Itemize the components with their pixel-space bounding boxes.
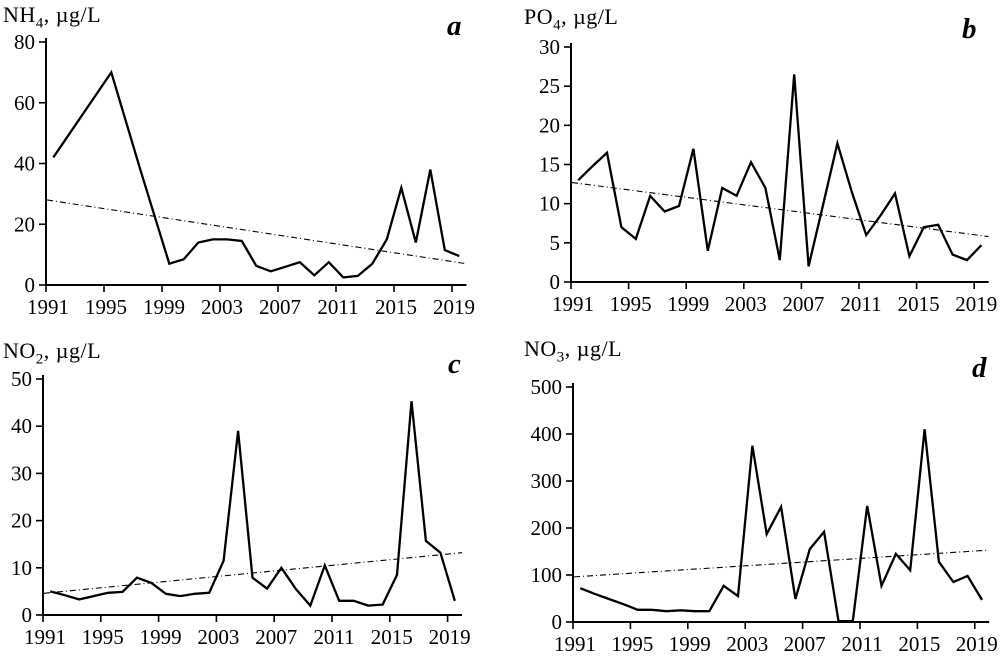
- panel-d-subscript: 3: [556, 349, 565, 366]
- y-tick-label: 0: [550, 270, 561, 294]
- x-tick-label: 2007: [784, 632, 826, 656]
- x-tick-label: 2011: [840, 292, 881, 316]
- panel-b-chart: 0 5 10 15 20 25 30 1991 1995 1999 2003 2007 2011 2015…: [539, 35, 997, 316]
- y-tick-label: 200: [531, 516, 563, 540]
- x-tick-label: 2003: [201, 295, 243, 319]
- y-tick-label: 20: [11, 509, 32, 533]
- x-tick-label: 2007: [782, 292, 824, 316]
- x-tick-label: 1995: [611, 632, 653, 656]
- panel-c-title: NO2, µg/L: [3, 338, 101, 368]
- x-tick-label: 2003: [726, 632, 768, 656]
- panel-c-chart: 0 10 20 30 40 50 1991 1995 1999 2003 2007 2011 2015 2…: [11, 367, 471, 649]
- panel-a-letter: a: [447, 10, 462, 42]
- panel-b-title: PO4, µg/L: [524, 4, 618, 34]
- panel-a-formula: NH: [3, 2, 36, 27]
- panel-a-chart: 0 20 40 60 80 1991 1995 1999 2003 2007 2011 2015 201…: [14, 30, 475, 319]
- x-tick-label: 2011: [313, 625, 354, 649]
- x-tick-label: 1995: [85, 295, 127, 319]
- panel-c-letter: c: [448, 348, 461, 380]
- data-line: [577, 74, 983, 267]
- panel-c-formula: NO: [3, 338, 36, 363]
- x-tick-label: 2015: [898, 292, 940, 316]
- x-tick-label: 1995: [82, 625, 124, 649]
- y-tick-label: 20: [539, 113, 560, 137]
- data-line: [49, 401, 456, 608]
- x-tick-label: 1999: [667, 292, 709, 316]
- x-tick-label: 2007: [255, 625, 297, 649]
- y-tick-label: 40: [11, 414, 32, 438]
- x-tick-label: 2003: [197, 625, 239, 649]
- y-tick-label: 100: [531, 563, 563, 587]
- x-tick-label: 1991: [552, 292, 594, 316]
- x-tick-label: 2003: [725, 292, 767, 316]
- panel-d-title: NO3, µg/L: [524, 336, 622, 366]
- y-tick-label: 0: [25, 273, 36, 297]
- x-tick-label: 1991: [27, 295, 69, 319]
- x-tick-label: 2007: [259, 295, 301, 319]
- x-tick-label: 1999: [140, 625, 182, 649]
- data-line: [579, 429, 983, 623]
- y-tick-label: 20: [14, 212, 35, 236]
- panel-b-unit: , µg/L: [561, 4, 619, 29]
- y-tick-label: 10: [11, 556, 32, 580]
- panel-c-unit: , µg/L: [43, 338, 102, 363]
- x-tick-label: 2011: [841, 632, 882, 656]
- panel-b-formula: PO: [524, 4, 554, 29]
- panel-b-letter: b: [962, 13, 977, 45]
- y-tick-label: 400: [531, 422, 563, 446]
- panel-d-formula: NO: [524, 336, 557, 361]
- x-tick-label: 2015: [371, 625, 413, 649]
- x-tick-label: 2015: [375, 295, 417, 319]
- y-tick-label: 30: [11, 461, 32, 485]
- panel-a-subscript: 4: [35, 15, 44, 32]
- x-tick-label: 1995: [610, 292, 652, 316]
- y-tick-label: 80: [14, 30, 35, 54]
- y-tick-label: 40: [14, 152, 35, 176]
- y-tick-label: 5: [550, 231, 561, 255]
- panel-d-chart: 0 100 200 300 400 500 1991 1995 1999 2003 2007 2011…: [531, 375, 998, 656]
- x-tick-label: 1999: [143, 295, 185, 319]
- y-tick-label: 300: [531, 469, 563, 493]
- y-tick-label: 500: [531, 375, 563, 399]
- x-tick-label: 2019: [433, 295, 475, 319]
- x-tick-label: 1991: [24, 625, 66, 649]
- x-tick-label: 1999: [669, 632, 711, 656]
- trend-line: [46, 199, 467, 265]
- panel-c-subscript: 2: [35, 351, 44, 368]
- x-tick-label: 1991: [554, 632, 596, 656]
- panel-a-unit: , µg/L: [43, 2, 102, 27]
- x-tick-label: 2019: [955, 292, 997, 316]
- panel-d-unit: , µg/L: [564, 336, 623, 361]
- y-tick-label: 10: [539, 192, 560, 216]
- x-tick-label: 2011: [317, 295, 358, 319]
- y-tick-label: 25: [539, 74, 560, 98]
- x-tick-label: 2015: [898, 632, 940, 656]
- y-tick-label: 0: [22, 603, 33, 627]
- data-line: [52, 69, 460, 279]
- x-tick-label: 2019: [429, 625, 471, 649]
- trend-line: [573, 549, 990, 578]
- panel-d-letter: d: [972, 352, 987, 384]
- panel-b-subscript: 4: [553, 17, 562, 34]
- y-tick-label: 15: [539, 153, 560, 177]
- x-tick-label: 2019: [956, 632, 998, 656]
- y-tick-label: 50: [11, 367, 32, 391]
- y-tick-label: 60: [14, 91, 35, 115]
- panel-a-title: NH4, µg/L: [3, 2, 101, 32]
- y-tick-label: 0: [552, 610, 563, 634]
- y-tick-label: 30: [539, 35, 560, 59]
- trend-line: [571, 181, 989, 238]
